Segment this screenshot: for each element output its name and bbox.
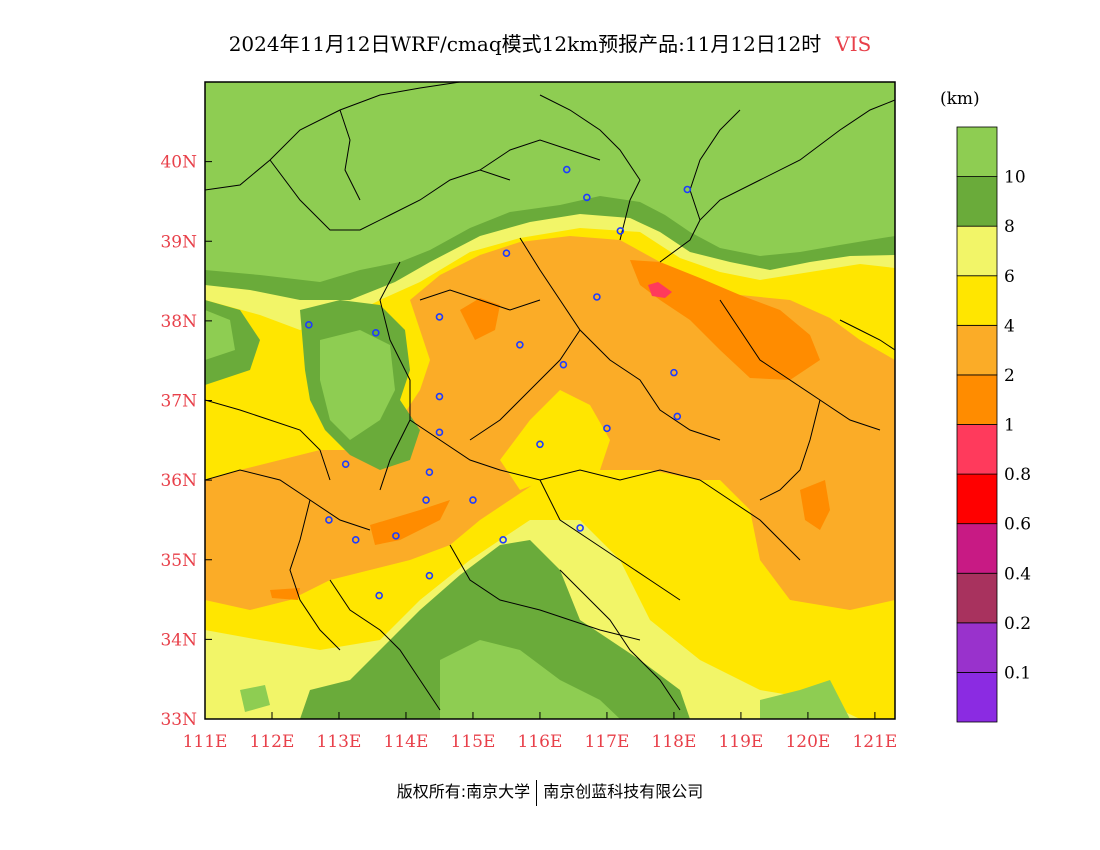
fill-vis-1-2-henan — [370, 500, 450, 545]
colorbar-label: 4 — [1004, 316, 1015, 336]
colorbar-segment — [956, 622, 998, 673]
map-title: 2024年11月12日WRF/cmaq模式12km预报产品:11月12日12时 V… — [0, 28, 1100, 57]
station-marker — [341, 460, 350, 469]
title-main: 2024年11月12日WRF/cmaq模式12km预报产品:11月12日12时 — [228, 32, 822, 56]
x-axis-ticks: 111E 112E 113E 114E 115E 116E 117E 118E 119E 120E… — [183, 712, 897, 752]
station-marker — [422, 496, 430, 504]
station-marker — [372, 329, 380, 337]
station-marker — [435, 428, 444, 437]
fill-vis-gt10-west — [205, 310, 235, 360]
station-marker — [425, 571, 434, 580]
station-marker — [305, 321, 313, 329]
fill-vis-gt10-southwest — [240, 685, 270, 712]
x-tick-label: 112E — [250, 732, 295, 752]
y-tick-label: 37N — [160, 392, 197, 412]
colorbar-label: 0.6 — [1004, 515, 1031, 535]
station-markers — [305, 165, 692, 600]
footer-divider — [536, 779, 538, 806]
y-tick-label: 39N — [160, 232, 197, 252]
x-tick-label: 111E — [183, 732, 228, 752]
colorbar-units: (km) — [940, 89, 980, 109]
station-marker — [351, 536, 360, 544]
colorbar-segment — [956, 126, 998, 177]
x-tick-label: 114E — [384, 732, 429, 752]
colorbar-segment — [956, 523, 998, 574]
station-marker — [683, 185, 692, 194]
station-marker — [435, 392, 444, 401]
colorbar-label: 0.1 — [1004, 663, 1031, 683]
colorbar-segment — [956, 424, 998, 475]
station-marker — [425, 468, 434, 476]
colorbar-segment — [956, 572, 998, 624]
station-marker — [502, 249, 511, 257]
colorbar-segment — [956, 324, 998, 376]
fill-vis-8-10-south — [300, 540, 690, 719]
station-marker — [536, 440, 544, 449]
station-marker — [499, 536, 507, 544]
y-tick-label: 33N — [160, 710, 197, 730]
map-plot-area — [205, 82, 895, 719]
station-marker — [593, 293, 601, 301]
station-marker — [603, 424, 611, 433]
station-marker — [392, 532, 400, 540]
station-marker — [469, 496, 477, 504]
fill-vis-gt10-shanxi — [320, 330, 395, 440]
colorbar-label: 1 — [1004, 416, 1015, 436]
colorbar-label: 0.8 — [1004, 465, 1031, 485]
x-tick-label: 113E — [317, 732, 362, 752]
station-marker — [325, 516, 333, 524]
colorbar-segment — [956, 374, 998, 425]
x-tick-label: 120E — [785, 732, 830, 752]
y-tick-label: 38N — [160, 312, 197, 332]
fill-vis-lt1 — [648, 282, 672, 298]
colorbar-segment — [956, 275, 998, 326]
colorbar-segment — [956, 473, 998, 525]
station-marker — [673, 412, 682, 421]
fill-vis-1-2-coast — [800, 480, 830, 530]
footer-right: 南京创蓝科技有限公司 — [543, 782, 704, 801]
station-marker — [670, 368, 678, 377]
station-marker — [559, 360, 568, 369]
colorbar-label: 10 — [1004, 168, 1026, 188]
colorbar-label: 0.4 — [1004, 564, 1031, 584]
fill-vis-1-2-southwest — [270, 588, 300, 600]
station-marker — [516, 340, 524, 349]
y-tick-label: 35N — [160, 551, 197, 571]
colorbar-label: 0.2 — [1004, 614, 1031, 634]
x-tick-label: 117E — [585, 732, 630, 752]
y-tick-label: 36N — [160, 471, 197, 491]
colorbar-label: 6 — [1004, 267, 1015, 287]
station-marker — [435, 313, 444, 321]
colorbar-segment — [956, 225, 998, 277]
x-tick-label: 118E — [652, 732, 697, 752]
colorbar-label: 2 — [1004, 366, 1015, 386]
fill-vis-1-2-bohai — [630, 260, 820, 380]
footer-left: 版权所有:南京大学 — [396, 782, 531, 801]
fill-vis-gt10-south — [440, 640, 620, 719]
fill-vis-4-6-wedge — [500, 390, 610, 490]
station-marker — [576, 524, 584, 532]
colorbar-label: 8 — [1004, 217, 1015, 237]
x-tick-label: 121E — [852, 732, 897, 752]
x-tick-label: 115E — [451, 732, 496, 752]
station-marker — [583, 193, 591, 202]
x-tick-label: 119E — [718, 732, 763, 752]
colorbar: 0.1 0.2 0.4 0.6 0.8 1 2 4 6 8 10 — [956, 126, 1031, 723]
copyright-footer: 版权所有:南京大学 南京创蓝科技有限公司 — [0, 778, 1100, 806]
fill-vis-1-2-hebei — [460, 298, 500, 340]
station-marker — [616, 227, 625, 235]
title-variable: VIS — [835, 32, 872, 56]
y-tick-label: 34N — [160, 630, 197, 650]
colorbar-segment — [956, 672, 998, 723]
y-tick-label: 40N — [160, 153, 197, 173]
y-axis-ticks: 33N 34N 35N 36N 37N 38N 39N 40N — [160, 153, 212, 730]
station-marker — [562, 165, 571, 174]
boundaries — [205, 82, 895, 711]
fill-vis-gt10-southeast — [760, 680, 850, 719]
colorbar-segment — [956, 176, 998, 227]
x-tick-label: 116E — [518, 732, 563, 752]
station-marker — [375, 591, 383, 600]
